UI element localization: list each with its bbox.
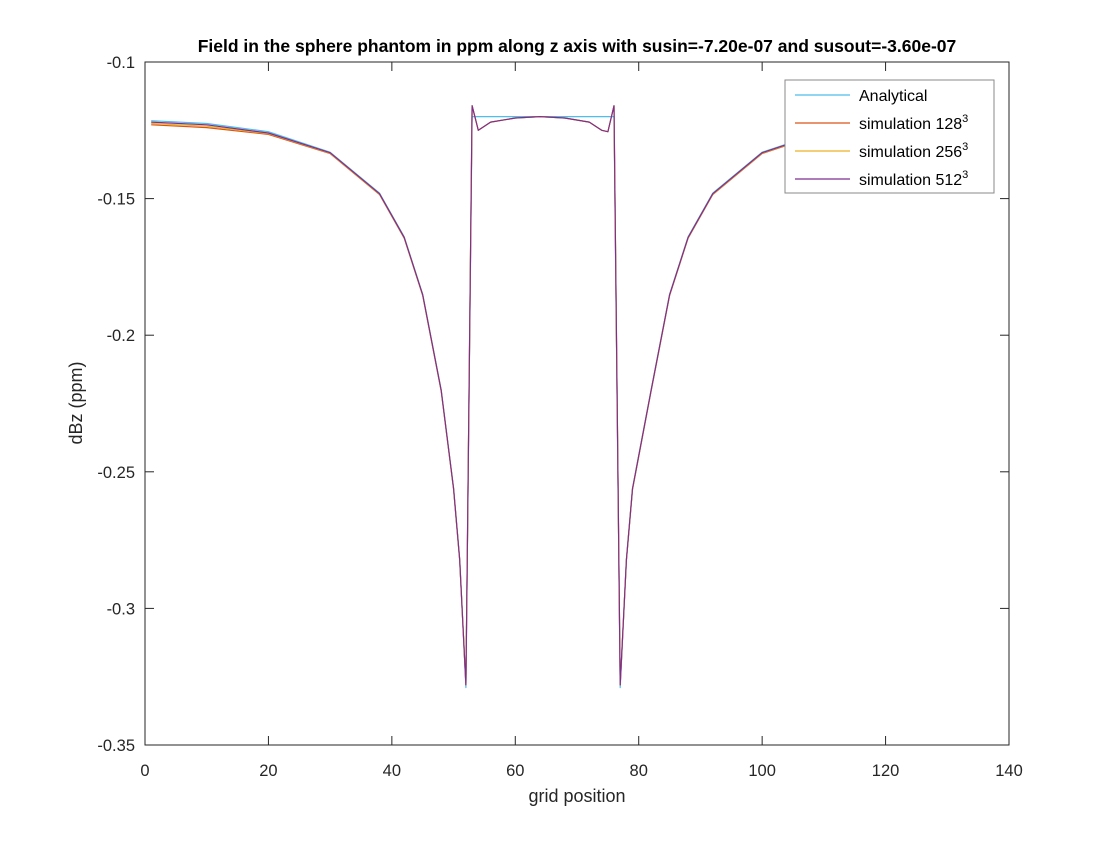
x-tick-label: 140	[995, 762, 1023, 780]
series-group	[151, 105, 855, 689]
legend-entry-4: simulation 5123	[859, 169, 968, 189]
legend-entry-2: simulation 1283	[859, 113, 968, 133]
x-tick-label: 60	[506, 762, 524, 780]
legend-label: simulation 256	[859, 144, 962, 161]
x-tick-label: 0	[140, 762, 149, 780]
legend-entry-1: Analytical	[859, 88, 927, 105]
x-tick-label: 100	[748, 762, 776, 780]
series-line-4	[151, 105, 855, 686]
x-tick-label: 20	[259, 762, 277, 780]
x-axis: 0 20 40 60 80 100 120 140	[140, 62, 1023, 780]
x-tick-label: 80	[630, 762, 648, 780]
x-tick-label: 120	[872, 762, 900, 780]
y-tick-label: -0.3	[107, 600, 135, 618]
chart-title: Field in the sphere phantom in ppm along…	[198, 36, 957, 56]
legend-superscript: 3	[962, 113, 968, 125]
legend-entry-3: simulation 2563	[859, 141, 968, 161]
x-tick-label: 40	[383, 762, 401, 780]
y-axis-label: dBz (ppm)	[66, 361, 86, 444]
legend-label: simulation 512	[859, 172, 962, 189]
legend-superscript: 3	[962, 169, 968, 181]
y-tick-label: -0.35	[97, 737, 135, 755]
x-axis-label: grid position	[528, 786, 625, 806]
y-tick-label: -0.1	[107, 54, 135, 72]
legend-superscript: 3	[962, 141, 968, 153]
legend-label: simulation 128	[859, 116, 962, 133]
legend-box	[784, 79, 995, 194]
y-axis: -0.35 -0.3 -0.25 -0.2 -0.15 -0.1	[97, 54, 1009, 755]
y-tick-label: -0.25	[97, 464, 135, 482]
y-tick-label: -0.2	[107, 327, 135, 345]
legend-label: Analytical	[859, 88, 927, 105]
axes-box	[144, 61, 1010, 746]
y-tick-label: -0.15	[97, 191, 135, 209]
